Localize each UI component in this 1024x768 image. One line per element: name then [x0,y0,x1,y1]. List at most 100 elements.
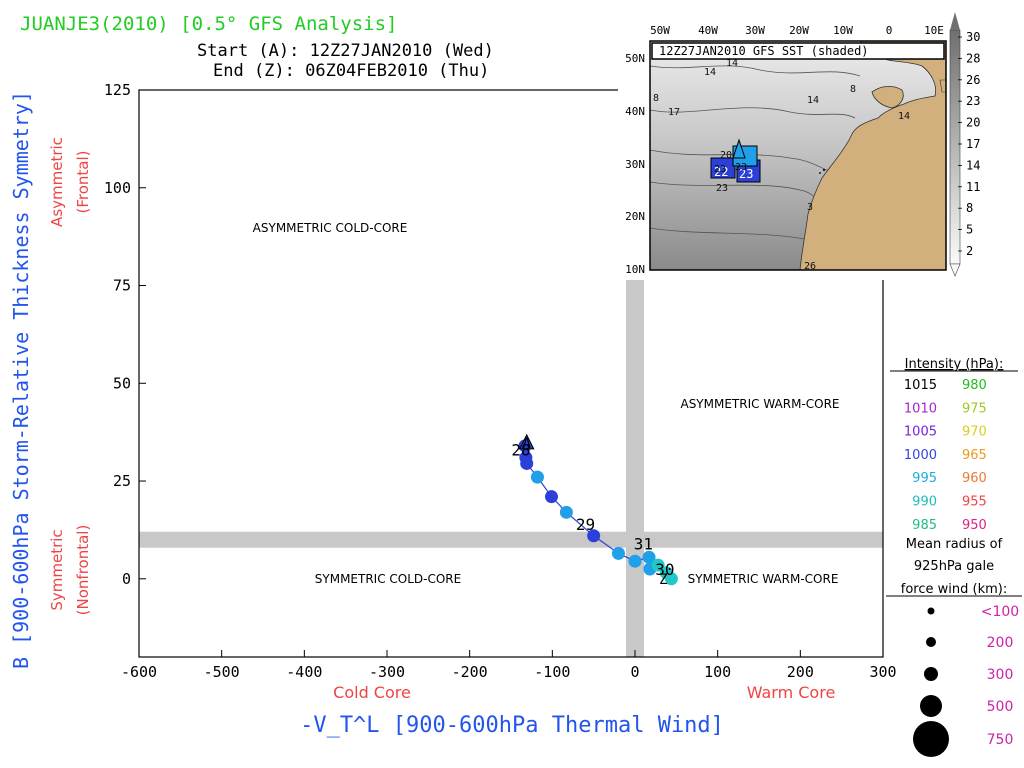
inset-lon-label: 10E [924,24,944,37]
date-label: 30 [655,560,674,579]
intensity-label: 970 [962,425,987,440]
start-marker-label: A [522,436,531,452]
iberia-land [871,86,904,109]
y-tick-label: 100 [104,179,131,197]
land-mass [939,79,946,93]
x-tick-label: -600 [121,663,157,681]
intensity-label: 980 [962,378,987,393]
island [819,172,821,174]
start-label: Start (A): 12Z27JAN2010 (Wed) [197,41,494,61]
radius-label: 750 [987,732,1014,748]
radius-label: 500 [987,699,1014,715]
colorbar-label: 11 [966,180,980,194]
inset-title: 12Z27JAN2010 GFS SST (shaded) [659,44,869,58]
date-label: 28 [511,441,530,460]
colorbar-label: 28 [966,51,980,65]
end-label: End (Z): 06Z04FEB2010 (Thu) [213,61,489,81]
intensity-label: 995 [912,471,937,486]
inset-storm-label: 22 [714,165,728,179]
colorbar-label: 23 [966,94,980,108]
y-tick-label: 50 [113,374,131,392]
colorbar-arrow-bottom [949,263,961,277]
horizontal-band [139,531,883,548]
inset-contour-label: 20 [720,150,732,161]
start-marker [518,433,535,450]
inset-contour-label: 23 [714,164,726,175]
radius-dot [926,637,936,647]
x-tick-label: 0 [630,663,639,681]
colorbar-label: 17 [966,137,980,151]
y-tick-label: 25 [113,472,131,490]
chart-title: JUANJE3(2010) [0.5° GFS Analysis] [20,13,398,35]
intensity-label: 990 [912,495,937,510]
date-label: 31 [634,534,653,553]
y-sub-label-lower-2: (Nonfrontal) [74,525,92,616]
sst-contour [650,149,833,173]
radius-dot [913,721,949,757]
intensity-legend-title: Intensity (hPa): [905,357,1004,372]
y-sub-label-lower-1: Symmetric [48,529,66,610]
y-axis-ticks: 0 25 50 75 100 125 [104,81,146,588]
y-sub-label-upper-2: (Frontal) [74,150,92,213]
intensity-label: 1010 [904,401,937,416]
colorbar-label: 2 [966,244,973,258]
inset-contour-label: 23 [716,183,728,194]
quadrant-label-lower-right: SYMMETRIC WARM-CORE [688,572,839,586]
inset-contour-label: 26 [804,261,816,272]
x-sub-label-warm: Warm Core [747,683,836,702]
y-tick-label: 75 [113,277,131,295]
inset-lon-label: 30W [745,24,765,37]
intensity-label: 1005 [904,425,937,440]
colorbar-label: 26 [966,73,980,87]
inset-lat-label: 10N [625,263,645,276]
sst-contour [650,107,856,119]
inset-contour-label: 23 [735,162,747,173]
sst-colorbar [949,29,961,265]
inset-storm-marker [732,138,746,159]
quadrant-label-lower-left: SYMMETRIC COLD-CORE [315,572,461,586]
x-tick-label: -500 [204,663,240,681]
sst-contour [650,65,861,77]
y-tick-label: 125 [104,81,131,99]
colorbar-label: 5 [966,223,973,237]
inset-frame [649,40,947,271]
radius-dot [924,667,938,681]
radius-legend-title-3: force wind (km): [901,582,1007,597]
land-mass [799,41,946,270]
x-tick-label: 300 [869,663,896,681]
track-point [628,554,642,568]
y-axis-title: B [900-600hPa Storm-Relative Thickness S… [9,91,33,669]
intensity-label: 975 [962,401,987,416]
inset-contour-label: 14 [726,58,738,69]
quadrant-label-upper-right: ASYMMETRIC WARM-CORE [680,397,839,411]
inset-lon-label: 10W [833,24,853,37]
x-tick-label: -300 [369,663,405,681]
x-tick-label: -100 [534,663,570,681]
x-tick-label: -400 [286,663,322,681]
inset-lon-label: 50W [650,24,670,37]
x-tick-label: 100 [704,663,731,681]
sst-contour [650,227,811,241]
inset-lat-label: 50N [625,52,645,65]
intensity-label: 955 [962,495,987,510]
colorbar-label: 8 [966,201,973,215]
inset-contour-label: 17 [668,107,680,118]
colorbar-label: 30 [966,30,980,44]
colorbar-ticks: 30 28 26 23 20 17 14 11 8 5 2 [958,30,980,258]
y-sub-label-upper-1: Asymmetric [48,137,66,227]
inset-contour-label: 8 [653,93,659,104]
radius-legend: Mean radius of 925hPa gale force wind (k… [886,537,1022,757]
x-tick-label: -200 [452,663,488,681]
track-point [642,550,656,564]
inset-lon-labels: 50W 40W 30W 20W 10W 0 10E [650,24,944,37]
track-point [520,456,534,470]
inset-lon-label: 40W [698,24,718,37]
inset-lat-label: 20N [625,210,645,223]
inset-contour-label: 14 [704,67,716,78]
track-point [530,470,544,484]
